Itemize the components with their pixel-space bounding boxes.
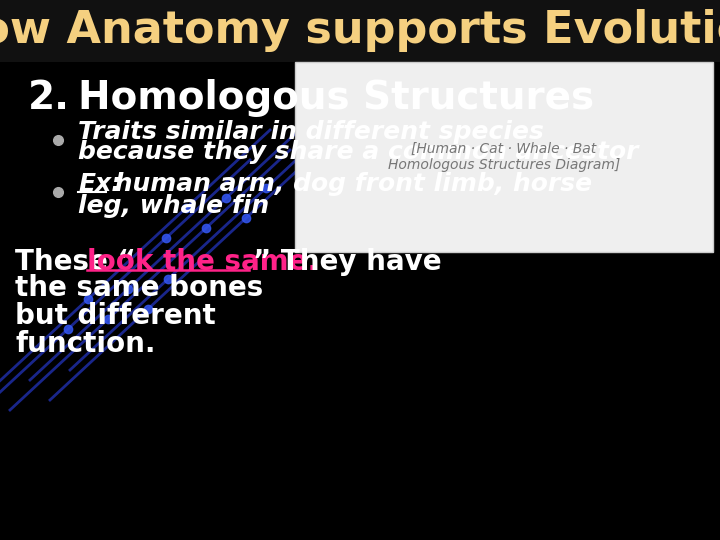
Text: [Human · Cat · Whale · Bat
Homologous Structures Diagram]: [Human · Cat · Whale · Bat Homologous St… [388, 142, 620, 172]
Text: How Anatomy supports Evolution: How Anatomy supports Evolution [0, 10, 720, 52]
Text: 2.: 2. [28, 79, 70, 117]
Text: function.: function. [15, 330, 156, 358]
Text: ” They have: ” They have [253, 248, 441, 276]
Text: look the same.: look the same. [87, 248, 318, 276]
Text: Ex:: Ex: [78, 172, 121, 196]
Text: leg, whale fin: leg, whale fin [78, 194, 269, 218]
Text: Homologous Structures: Homologous Structures [78, 79, 594, 117]
FancyBboxPatch shape [0, 0, 720, 62]
Text: because they share a common ancestor: because they share a common ancestor [78, 140, 639, 164]
Text: the same bones: the same bones [15, 274, 264, 302]
Text: Traits similar in different species: Traits similar in different species [78, 120, 544, 144]
Text: human arm, dog front limb, horse: human arm, dog front limb, horse [106, 172, 592, 196]
Text: These “: These “ [15, 248, 145, 276]
Text: but different: but different [15, 302, 216, 330]
FancyBboxPatch shape [295, 62, 713, 252]
